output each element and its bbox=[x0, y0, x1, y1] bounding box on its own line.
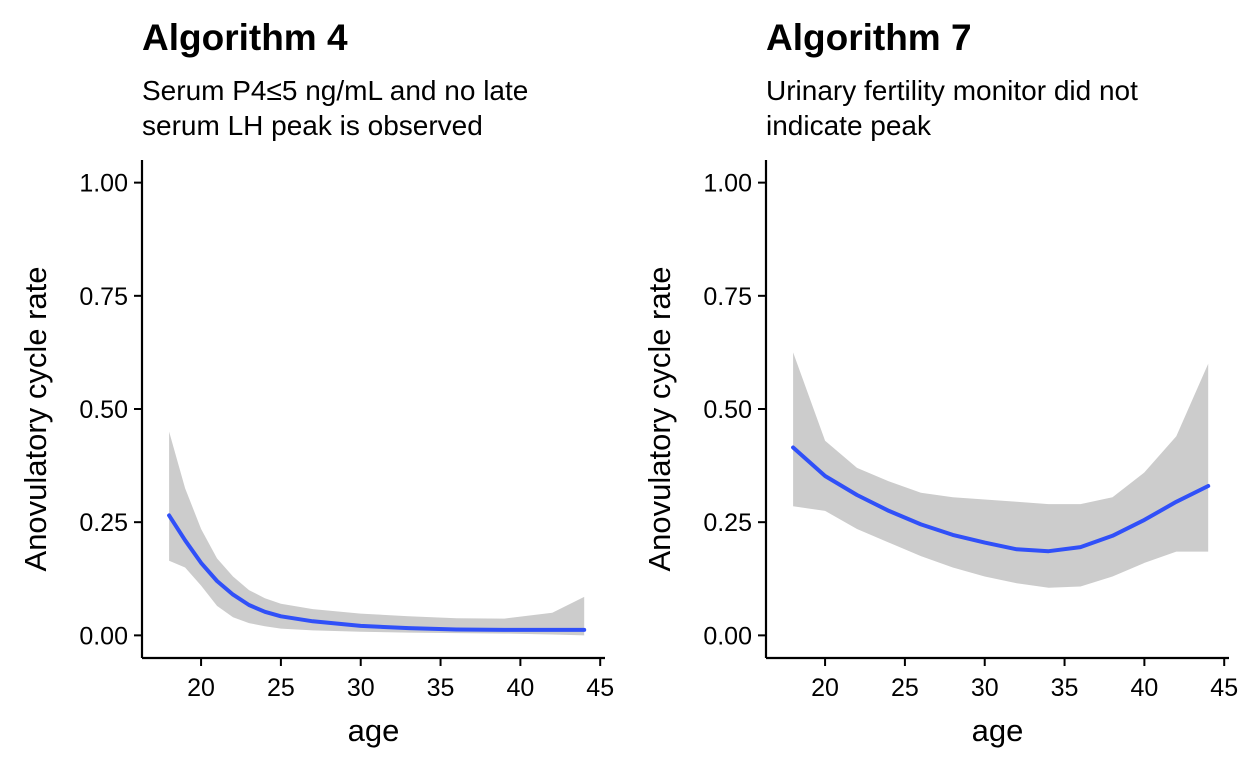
x-tick-label: 40 bbox=[506, 674, 534, 702]
panel-algorithm-4: Algorithm 4 Serum P4≤5 ng/mL and no late s… bbox=[18, 17, 614, 748]
x-tick-label: 35 bbox=[1051, 674, 1079, 702]
chart-subtitle-line: indicate peak bbox=[766, 110, 932, 141]
confidence-band bbox=[793, 352, 1209, 588]
x-tick-label: 45 bbox=[1210, 674, 1238, 702]
y-tick-label: 0.75 bbox=[79, 283, 128, 311]
chart-subtitle-line: serum LH peak is observed bbox=[142, 110, 483, 141]
y-tick-label: 0.50 bbox=[79, 396, 128, 424]
chart-title: Algorithm 7 bbox=[766, 17, 972, 58]
x-tick-label: 30 bbox=[347, 674, 375, 702]
x-tick-label: 40 bbox=[1130, 674, 1158, 702]
y-tick-label: 0.25 bbox=[703, 509, 752, 537]
x-tick-label: 30 bbox=[971, 674, 999, 702]
x-axis-label: age bbox=[972, 713, 1024, 748]
y-tick-label: 0.00 bbox=[703, 622, 752, 650]
x-tick-label: 35 bbox=[427, 674, 455, 702]
y-tick-label: 0.25 bbox=[79, 509, 128, 537]
fitted-line bbox=[167, 513, 587, 632]
chart-title: Algorithm 4 bbox=[142, 17, 348, 58]
y-tick-label: 0.75 bbox=[703, 283, 752, 311]
y-tick-label: 0.50 bbox=[703, 396, 752, 424]
x-tick-label: 25 bbox=[267, 674, 295, 702]
x-axis-label: age bbox=[348, 713, 400, 748]
y-axis-label: Anovulatory cycle rate bbox=[18, 267, 53, 572]
x-tick-label: 25 bbox=[891, 674, 919, 702]
y-tick-label: 1.00 bbox=[79, 170, 128, 198]
fitted-line bbox=[791, 445, 1211, 554]
x-tick-label: 20 bbox=[187, 674, 215, 702]
confidence-band bbox=[169, 431, 585, 636]
y-tick-label: 0.00 bbox=[79, 622, 128, 650]
y-axis-label: Anovulatory cycle rate bbox=[642, 267, 677, 572]
x-tick-label: 45 bbox=[586, 674, 614, 702]
chart-subtitle-line: Urinary fertility monitor did not bbox=[766, 75, 1138, 106]
x-tick-label: 20 bbox=[811, 674, 839, 702]
chart-subtitle-line: Serum P4≤5 ng/mL and no late bbox=[142, 75, 528, 106]
panel-algorithm-7: Algorithm 7 Urinary fertility monitor did… bbox=[642, 17, 1238, 748]
y-tick-label: 1.00 bbox=[703, 170, 752, 198]
